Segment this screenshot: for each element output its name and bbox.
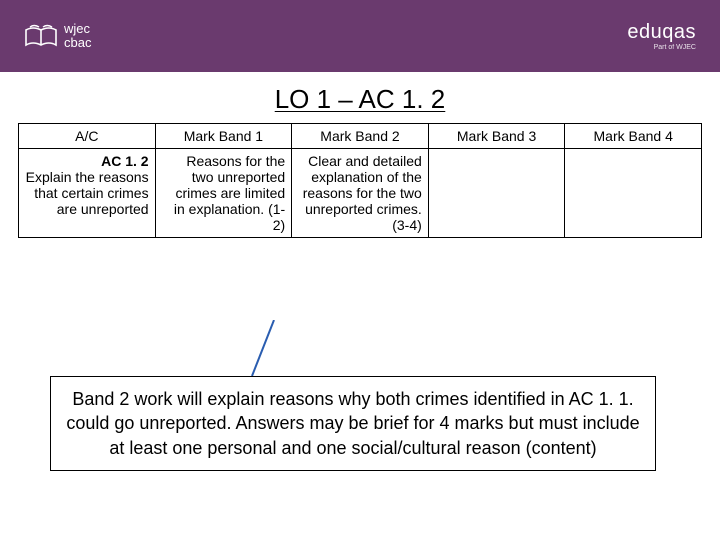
ac-desc: Explain the reasons that certain crimes … [26, 169, 149, 217]
wjec-line2: cbac [64, 36, 91, 50]
callout-box: Band 2 work will explain reasons why bot… [50, 376, 656, 471]
mark-band-table: A/C Mark Band 1 Mark Band 2 Mark Band 3 … [18, 123, 702, 238]
ac-code: AC 1. 2 [25, 153, 149, 169]
wjec-text: wjec cbac [64, 22, 91, 49]
ac-cell: AC 1. 2 Explain the reasons that certain… [19, 149, 156, 238]
band4-cell [565, 149, 702, 238]
wjec-logo: wjec cbac [24, 22, 91, 49]
col-band2: Mark Band 2 [292, 124, 429, 149]
header-bar: wjec cbac eduqas Part of WJEC [0, 0, 720, 72]
table-header-row: A/C Mark Band 1 Mark Band 2 Mark Band 3 … [19, 124, 702, 149]
connector-stroke [252, 320, 274, 376]
main-content: LO 1 – AC 1. 2 A/C Mark Band 1 Mark Band… [0, 72, 720, 238]
band3-cell [428, 149, 565, 238]
col-band4: Mark Band 4 [565, 124, 702, 149]
eduqas-logo: eduqas Part of WJEC [627, 21, 696, 51]
wjec-line1: wjec [64, 22, 91, 36]
col-ac: A/C [19, 124, 156, 149]
table-row: AC 1. 2 Explain the reasons that certain… [19, 149, 702, 238]
connector-line [244, 320, 304, 380]
col-band1: Mark Band 1 [155, 124, 292, 149]
band1-cell: Reasons for the two unreported crimes ar… [155, 149, 292, 238]
page-title: LO 1 – AC 1. 2 [18, 84, 702, 115]
col-band3: Mark Band 3 [428, 124, 565, 149]
eduqas-sub: Part of WJEC [654, 44, 696, 51]
band2-cell: Clear and detailed explanation of the re… [292, 149, 429, 238]
eduqas-brand: eduqas [627, 21, 696, 44]
book-icon [24, 23, 58, 49]
